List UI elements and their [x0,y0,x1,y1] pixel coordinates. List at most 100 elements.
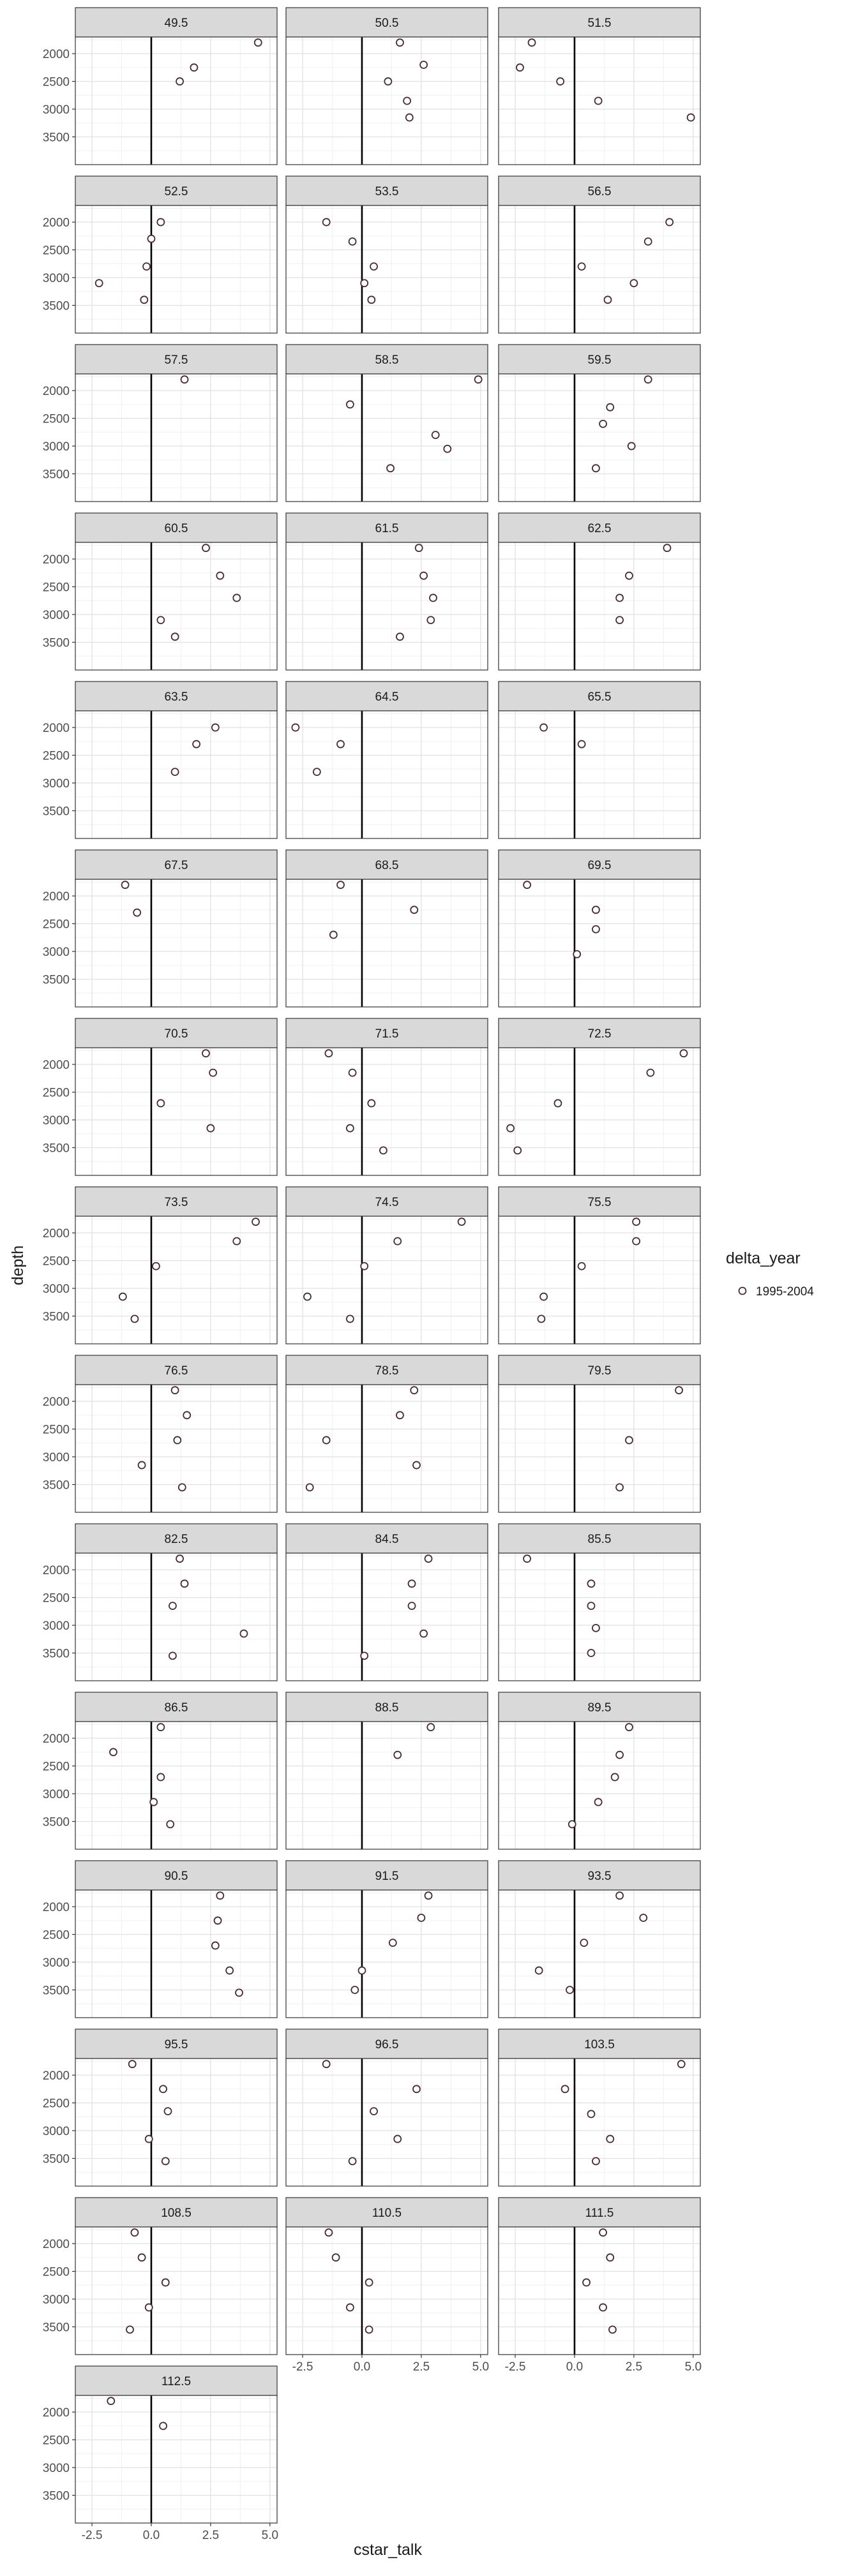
data-point [367,1099,376,1108]
facet-strip-label: 86.5 [165,1701,188,1715]
facet-strip-label: 52.5 [165,185,188,198]
facet-strip [285,1018,488,1048]
data-point [663,544,672,553]
panel-background [75,205,277,333]
y-tick-label: 2500 [43,1255,70,1269]
facet-strip [285,1355,488,1385]
facet-panel: 50.5 [285,7,488,165]
data-point [303,1292,312,1301]
facet-strip-label: 50.5 [375,17,399,30]
data-point [144,2303,153,2312]
data-point [156,1773,165,1782]
y-tick-label: 2000 [43,385,70,398]
panel-background [499,1385,700,1512]
y-tick-label: 3500 [43,974,70,987]
data-point [137,1461,146,1470]
panel-border [285,542,488,671]
panel-border [498,2058,701,2187]
facet-panel: 62.5 [498,512,701,671]
facet-panel: 89.5 [498,1692,701,1850]
data-point [345,400,354,409]
data-point [474,375,483,384]
panel-border [498,542,701,671]
data-point [225,1966,234,1975]
data-point [216,571,225,580]
facet-strip [75,1860,278,1891]
panel-border [75,373,278,502]
data-point [592,1623,600,1632]
facet-strip-label: 90.5 [165,1870,188,1883]
data-point [644,237,652,246]
y-tick-label: 3000 [43,1451,70,1464]
facet-panel: 67.5 2000 2500 3000 3500 [43,849,278,1008]
data-point [109,1748,117,1757]
y-tick-label: 3500 [43,131,70,145]
data-point [424,1891,433,1900]
facet-strip [75,175,278,206]
facet-panel: 73.5 2000 2500 3000 3500 [43,1186,278,1344]
facet-strip-label: 82.5 [165,1533,188,1546]
data-point [206,1124,215,1133]
panel-border [75,2058,278,2187]
panel-border [285,879,488,1008]
data-point [360,279,369,288]
y-tick-label: 2000 [43,2069,70,2083]
data-point [121,881,130,890]
data-point [410,905,419,914]
data-point [393,1237,402,1246]
facet-panel: 91.5 [285,1860,488,2018]
data-point [336,740,345,748]
y-tick-label: 3500 [43,637,70,650]
facet-strip [498,1355,701,1385]
data-point [577,262,586,271]
data-point [322,2060,331,2069]
facet-panel: 49.5 2000 2500 3000 3500 [43,7,278,165]
x-tick-label: 0.0 [143,2529,160,2542]
data-point [632,1237,641,1246]
data-point [365,2278,373,2287]
data-point [568,1820,576,1829]
facet-strip-label: 96.5 [375,2038,399,2051]
panel-background [286,1385,488,1512]
data-point [370,2107,378,2116]
data-point [527,38,536,47]
y-tick-label: 2500 [43,918,70,932]
y-tick-label: 3500 [43,468,70,482]
data-point [606,403,615,412]
y-tick-label: 3000 [43,1788,70,1801]
facet-strip [75,681,278,711]
legend-entry-label: 1995-2004 [756,1285,814,1299]
facet-strip-label: 75.5 [588,1196,612,1209]
y-tick-label: 3000 [43,272,70,285]
x-tick-label: -2.5 [82,2529,103,2542]
facet-strip-label: 58.5 [375,354,399,367]
y-tick-label: 3500 [43,2490,70,2503]
facet-strip [285,512,488,543]
data-point [679,1049,688,1058]
facet-strip-label: 78.5 [375,1364,399,1378]
data-point [417,1914,426,1922]
facet-strip [498,2197,701,2228]
panel-border [75,1889,278,2018]
panel-background [75,1385,277,1512]
data-point [396,632,404,641]
panel-background [286,1216,488,1344]
data-point [539,723,548,732]
facet-panel: 82.5 2000 2500 3000 3500 [43,1523,278,1681]
y-tick-label: 2500 [43,2097,70,2111]
data-point [176,77,184,86]
panel-border [75,1384,278,1513]
y-tick-label: 2500 [43,1761,70,1774]
facet-strip-label: 53.5 [375,185,399,198]
y-tick-label: 2500 [43,1087,70,1100]
facet-strip-label: 91.5 [375,1870,399,1883]
panel-background [499,2227,700,2355]
panel-border [285,1721,488,1850]
data-point [336,881,345,890]
panel-background [499,711,700,838]
panel-border [285,1047,488,1176]
data-point [166,1820,175,1829]
facet-panel: 64.5 [285,681,488,839]
data-point [128,2060,137,2069]
facet-panel: 95.5 2000 2500 3000 3500 [43,2029,278,2187]
